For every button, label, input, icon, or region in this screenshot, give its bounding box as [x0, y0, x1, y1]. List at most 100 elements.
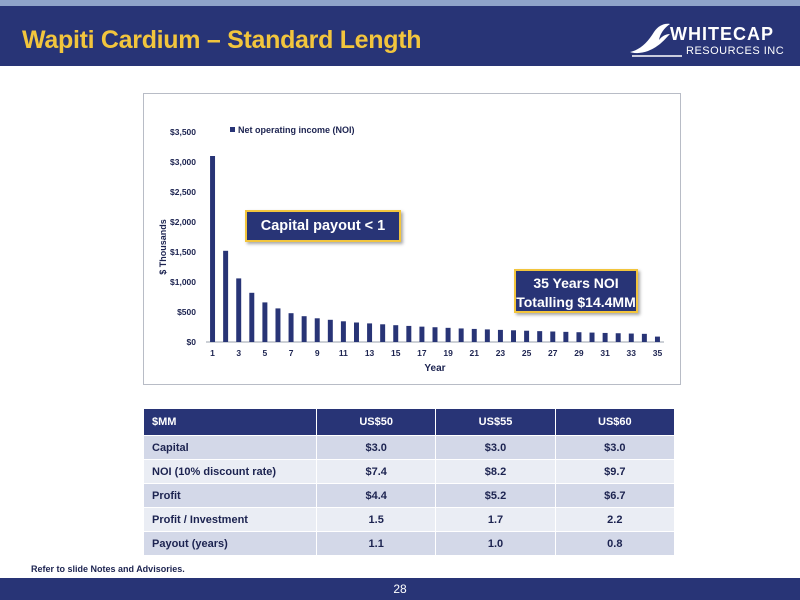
- x-tick-label: 9: [315, 348, 320, 358]
- table-cell: $3.0: [315, 435, 437, 460]
- noi-bar: [497, 329, 503, 342]
- x-tick-label: 11: [339, 348, 348, 358]
- row-label: Profit / Investment: [143, 507, 317, 532]
- noi-bar: [223, 250, 229, 342]
- table-cell: 2.2: [554, 507, 676, 532]
- noi-bar-chart: $0 $500 $1,000 $1,500 $2,000 $2,500 $3,000 $3,5…: [158, 125, 664, 374]
- noi-bar: [654, 336, 660, 342]
- table-cell: $3.0: [554, 435, 676, 460]
- table-cell: 1.7: [435, 507, 556, 532]
- table-cell: $6.7: [554, 483, 676, 508]
- table-header-row: $MM US$50 US$55 US$60: [143, 408, 676, 436]
- x-tick-label: 29: [574, 348, 584, 358]
- x-tick-label: 23: [496, 348, 506, 358]
- table-cell: $3.0: [435, 435, 556, 460]
- noi-bar: [511, 330, 517, 342]
- noi-bar: [275, 308, 281, 342]
- table-cell: $4.4: [315, 483, 437, 508]
- y-tick-label: $1,500: [170, 247, 196, 257]
- row-label: Profit: [143, 483, 317, 508]
- table-cell: 0.8: [554, 531, 676, 556]
- noi-bar: [249, 292, 255, 342]
- x-tick-label: 27: [548, 348, 558, 358]
- noi-bar: [419, 326, 425, 342]
- table-row: Payout (years) 1.1 1.0 0.8: [143, 531, 676, 556]
- row-label: Capital: [143, 435, 317, 460]
- y-tick-label: $2,500: [170, 187, 196, 197]
- x-tick-label: 33: [627, 348, 637, 358]
- y-tick-label: $3,000: [170, 157, 196, 167]
- table-header-cell: US$55: [435, 408, 556, 436]
- noi-bar: [262, 302, 268, 342]
- table-header-cell: US$50: [315, 408, 437, 436]
- noi-bar: [563, 331, 569, 342]
- table-cell: $5.2: [435, 483, 556, 508]
- x-tick-label: 5: [263, 348, 268, 358]
- legend-swatch: [230, 127, 235, 132]
- table-row: NOI (10% discount rate) $7.4 $8.2 $9.7: [143, 459, 676, 484]
- table-header-cell: US$60: [554, 408, 676, 436]
- page-number: 28: [393, 582, 407, 596]
- noi-bar: [458, 328, 464, 342]
- noi-total-callout: 35 Years NOI Totalling $14.4MM: [514, 269, 638, 313]
- noi-bar: [641, 333, 647, 342]
- noi-bar: [314, 318, 320, 342]
- noi-bar: [353, 322, 359, 342]
- wave-logo-icon: [630, 23, 682, 57]
- y-tick-label: $0: [187, 337, 197, 347]
- y-tick-label: $3,500: [170, 127, 196, 137]
- table-row: Profit / Investment 1.5 1.7 2.2: [143, 507, 676, 532]
- x-tick-label: 7: [289, 348, 294, 358]
- x-tick-label: 1: [210, 348, 215, 358]
- y-axis-label: $ Thousands: [158, 219, 168, 275]
- logo-line-1: WHITECAP: [670, 24, 774, 44]
- y-tick-label: $2,000: [170, 217, 196, 227]
- x-tick-label: 31: [600, 348, 610, 358]
- noi-bar: [367, 323, 373, 342]
- y-tick-label: $500: [177, 307, 196, 317]
- header-bar: Wapiti Cardium – Standard Length WHITECA…: [0, 6, 800, 66]
- x-axis-label: Year: [424, 363, 445, 374]
- noi-bar: [432, 327, 438, 342]
- x-tick-label: 3: [236, 348, 241, 358]
- x-tick-label: 35: [653, 348, 663, 358]
- noi-bar: [524, 330, 530, 342]
- payout-callout: Capital payout < 1 Year: [245, 210, 401, 262]
- legend-label: Net operating income (NOI): [238, 125, 355, 135]
- table-row: Profit $4.4 $5.2 $6.7: [143, 483, 676, 508]
- page-title: Wapiti Cardium – Standard Length: [22, 26, 422, 54]
- footnote: Refer to slide Notes and Advisories.: [31, 564, 185, 574]
- noi-bar: [340, 321, 346, 342]
- whitecap-logo: WHITECAP RESOURCES INC: [626, 20, 796, 64]
- noi-bar: [550, 331, 556, 342]
- table-cell: $7.4: [315, 459, 437, 484]
- noi-bar: [288, 313, 294, 342]
- noi-bar: [327, 319, 333, 342]
- table-cell: 1.0: [435, 531, 556, 556]
- noi-callout-line-1: 35 Years NOI: [533, 275, 619, 291]
- noi-bar: [615, 333, 621, 342]
- footer-bar: [0, 578, 800, 600]
- noi-bar: [406, 325, 412, 342]
- x-tick-label: 15: [391, 348, 401, 358]
- y-tick-label: $1,000: [170, 277, 196, 287]
- x-tick-label: 13: [365, 348, 375, 358]
- noi-bar: [393, 325, 399, 342]
- noi-bar: [589, 332, 595, 342]
- logo-line-2: RESOURCES INC: [686, 45, 785, 57]
- x-tick-label: 21: [470, 348, 480, 358]
- top-accent-bar: [0, 0, 800, 6]
- table-cell: 1.1: [315, 531, 437, 556]
- noi-bar: [236, 278, 242, 342]
- x-tick-label: 19: [443, 348, 453, 358]
- noi-bar: [380, 324, 386, 342]
- noi-bar: [628, 333, 634, 342]
- noi-callout-line-2: Totalling $14.4MM: [516, 294, 636, 310]
- noi-bar: [445, 327, 451, 342]
- table-header-cell: $MM: [143, 408, 317, 436]
- table-cell: $8.2: [435, 459, 556, 484]
- chart-panel: $0 $500 $1,000 $1,500 $2,000 $2,500 $3,000 $3,5…: [143, 93, 681, 385]
- table-row: Capital $3.0 $3.0 $3.0: [143, 435, 676, 460]
- table-cell: 1.5: [315, 507, 437, 532]
- x-tick-label: 25: [522, 348, 532, 358]
